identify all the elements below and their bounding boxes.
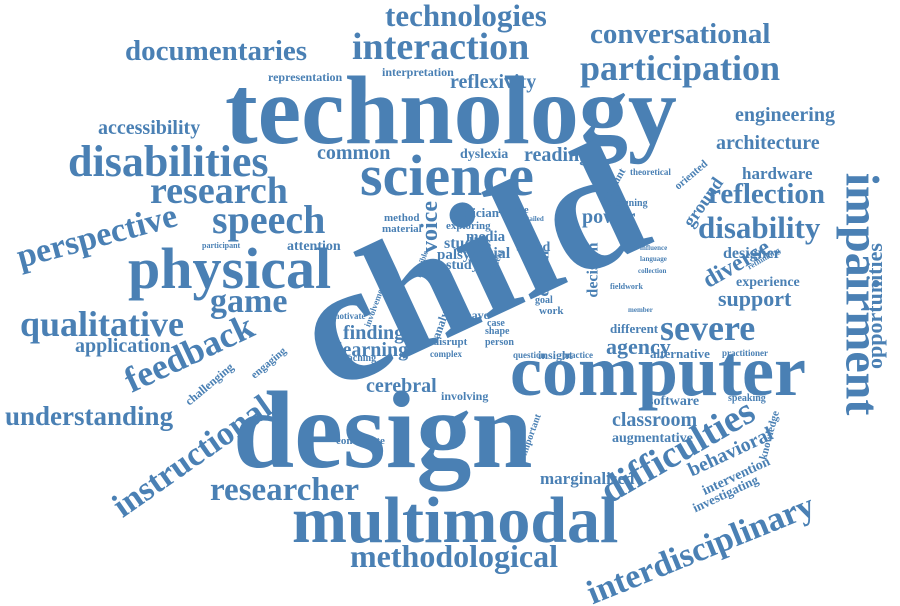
word-language: language <box>640 255 667 263</box>
word-decision: decision <box>584 242 602 298</box>
word-palsy: palsy <box>437 247 471 263</box>
word-architecture: architecture <box>716 132 820 154</box>
word-practitioner: practitioner <box>722 348 768 358</box>
word-participant: participant <box>202 241 241 250</box>
word-social: social <box>472 245 511 262</box>
word-cerebral: cerebral <box>366 375 437 397</box>
word-have: have <box>465 308 489 322</box>
word-disability: disability <box>698 210 821 245</box>
word-common: common <box>317 142 391 164</box>
word-designer: designer <box>723 245 781 262</box>
word-marginalised: marginalised <box>540 469 635 488</box>
word-clinician: clinician <box>452 205 499 220</box>
word-support: support <box>718 286 792 311</box>
word-experience: experience <box>736 275 800 290</box>
word-science: science <box>360 143 534 208</box>
word-technologies: technologies <box>385 0 547 33</box>
word-engineering: engineering <box>735 104 835 126</box>
word-agency: agency <box>606 334 671 359</box>
word-case: case <box>487 318 505 329</box>
word-power: power <box>582 206 636 228</box>
word-computer: computer <box>510 331 806 411</box>
word-detailed: detailed <box>520 215 544 223</box>
word-complex: complex <box>430 349 462 359</box>
word-application: application <box>75 335 171 357</box>
word-based: based <box>516 240 551 255</box>
word-research: research <box>150 170 288 212</box>
word-classroom: classroom <box>612 409 698 431</box>
word-software: software <box>648 394 700 409</box>
word-methodological: methodological <box>350 538 558 574</box>
word-motivate: motivate <box>332 311 366 321</box>
word-disrupt: disrupt <box>433 336 468 348</box>
word-designing: designing <box>607 198 648 209</box>
word-qualitative: qualitative <box>20 304 185 344</box>
word-involving: involving <box>441 389 489 403</box>
word-study: study <box>446 258 479 273</box>
word-question: question <box>513 350 546 360</box>
word-speaking: speaking <box>728 393 766 404</box>
word-multimodal: multimodal <box>292 484 619 557</box>
word-documentaries: documentaries <box>125 35 308 67</box>
word-speech: speech <box>212 197 326 242</box>
word-participation: participation <box>580 48 781 88</box>
word-finding: finding <box>343 322 405 344</box>
word-representation: representation <box>268 70 343 84</box>
word-physical: physical <box>128 236 332 301</box>
word-understanding: understanding <box>5 401 174 431</box>
word-studies: studies <box>444 235 492 252</box>
word-reading: reading <box>524 144 590 166</box>
word-contribute: contribute <box>336 435 385 447</box>
word-disabilities: disabilities <box>68 137 269 186</box>
word-material: material <box>382 223 422 235</box>
word-hardware: hardware <box>742 164 813 183</box>
word-work: work <box>539 305 564 317</box>
word-media: media <box>466 229 506 245</box>
word-alternative: alternative <box>650 346 710 361</box>
word-interpretation: interpretation <box>382 65 454 79</box>
word-severe: severe <box>660 308 756 348</box>
word-digital: digital <box>533 250 553 297</box>
word-game: game <box>210 283 288 320</box>
word-conversational: conversational <box>590 18 771 50</box>
word-influence: influence <box>640 244 668 252</box>
word-goal: goal <box>535 295 553 306</box>
word-researcher: researcher <box>210 472 360 508</box>
word-exploring: exploring <box>446 220 491 232</box>
word-reflexivity: reflexivity <box>450 71 537 93</box>
word-opportunities: opportunities <box>861 243 887 369</box>
word-person: person <box>485 337 514 348</box>
word-design: design <box>233 369 533 491</box>
word-reflection: reflection <box>708 178 826 210</box>
word-member: member <box>628 306 653 314</box>
word-shape: shape <box>485 326 510 337</box>
word-learning: learning <box>337 339 409 361</box>
word-involve: involve <box>498 205 529 216</box>
word-method: method <box>384 212 420 224</box>
word-dyslexia: dyslexia <box>460 147 509 162</box>
word-fieldwork: fieldwork <box>610 282 643 291</box>
word-practice: practice <box>562 350 593 360</box>
word-augmentative: augmentative <box>612 431 693 446</box>
word-teaching: teaching <box>340 353 377 364</box>
word-insight: insight <box>538 348 573 362</box>
word-attention: attention <box>287 239 341 254</box>
word-collection: collection <box>638 267 667 275</box>
word-different: different <box>610 321 659 336</box>
word-interaction: interaction <box>352 26 530 68</box>
word-accessibility: accessibility <box>98 117 201 139</box>
word-theoretical: theoretical <box>630 167 671 177</box>
word-technology: technology <box>225 57 677 165</box>
